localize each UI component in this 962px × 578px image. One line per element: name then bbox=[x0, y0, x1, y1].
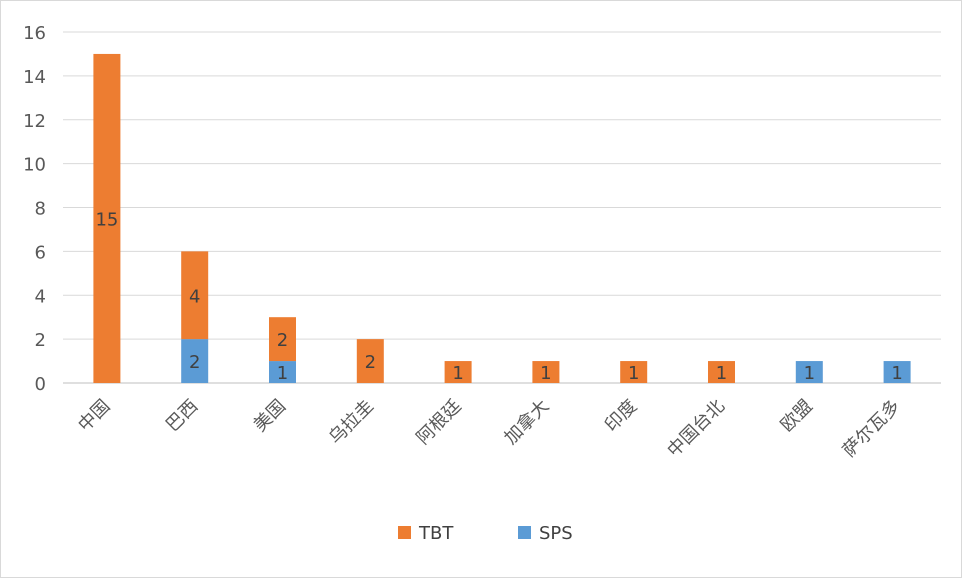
data-label-tbt: 4 bbox=[189, 286, 200, 307]
x-category-label: 印度 bbox=[601, 396, 641, 436]
legend-label-sps: SPS bbox=[539, 523, 573, 544]
bars bbox=[93, 53, 911, 383]
y-tick-label: 6 bbox=[35, 242, 46, 263]
bar-tbt-3 bbox=[356, 339, 384, 383]
data-label-tbt: 2 bbox=[365, 352, 376, 373]
bar-sps-2 bbox=[269, 361, 296, 383]
bar-tbt-5 bbox=[532, 361, 560, 383]
bar-sps-1 bbox=[181, 339, 209, 383]
data-label-tbt: 1 bbox=[716, 363, 727, 384]
data-label-sps: 1 bbox=[804, 363, 815, 384]
bar-tbt-0 bbox=[93, 53, 121, 383]
bar-tbt-4 bbox=[444, 361, 472, 383]
bar-tbt-2 bbox=[269, 317, 296, 362]
x-category-label: 中国台北 bbox=[663, 396, 729, 462]
bar-sps-8 bbox=[795, 361, 823, 383]
legend-label-tbt: TBT bbox=[418, 523, 454, 544]
data-label-sps: 1 bbox=[891, 363, 902, 384]
gridlines bbox=[63, 31, 941, 384]
legend-swatch-sps bbox=[518, 526, 531, 539]
y-tick-label: 12 bbox=[23, 111, 46, 132]
y-tick-label: 2 bbox=[35, 330, 46, 351]
data-label-sps: 2 bbox=[189, 352, 200, 373]
data-label-tbt: 1 bbox=[540, 363, 551, 384]
y-tick-label: 10 bbox=[23, 155, 46, 176]
data-labels: 15 2 4 1 2 2 1 1 1 1 1 1 bbox=[95, 209, 902, 384]
bar-tbt-7 bbox=[708, 361, 735, 383]
legend: TBT SPS bbox=[398, 523, 573, 544]
bar-tbt-1 bbox=[181, 251, 209, 340]
y-tick-label: 8 bbox=[35, 199, 46, 220]
legend-swatch-tbt bbox=[398, 526, 411, 539]
x-axis-category-labels: 中国 巴西 美国 乌拉圭 阿根廷 加拿大 印度 中国台北 欧盟 萨尔瓦多 bbox=[74, 395, 905, 461]
x-category-label: 巴西 bbox=[162, 396, 202, 436]
x-category-label: 阿根廷 bbox=[413, 396, 466, 449]
y-axis-tick-labels: 0 2 4 6 8 10 12 14 16 bbox=[23, 23, 46, 395]
y-tick-label: 16 bbox=[23, 23, 46, 44]
x-category-label: 美国 bbox=[250, 396, 290, 436]
data-label-tbt: 15 bbox=[95, 209, 118, 230]
x-category-label: 加拿大 bbox=[500, 395, 554, 449]
bar-tbt-6 bbox=[620, 361, 648, 383]
y-tick-label: 0 bbox=[35, 374, 46, 395]
y-tick-label: 14 bbox=[23, 67, 46, 88]
data-label-sps: 1 bbox=[277, 363, 288, 384]
x-category-label: 中国 bbox=[74, 396, 114, 436]
x-category-label: 欧盟 bbox=[777, 396, 817, 436]
x-category-label: 乌拉圭 bbox=[325, 396, 378, 449]
y-tick-label: 4 bbox=[35, 286, 46, 307]
data-label-tbt: 1 bbox=[452, 363, 463, 384]
data-label-tbt: 2 bbox=[277, 330, 288, 351]
bar-sps-9 bbox=[883, 361, 911, 383]
x-category-label: 萨尔瓦多 bbox=[839, 396, 905, 462]
data-label-tbt: 1 bbox=[628, 363, 639, 384]
